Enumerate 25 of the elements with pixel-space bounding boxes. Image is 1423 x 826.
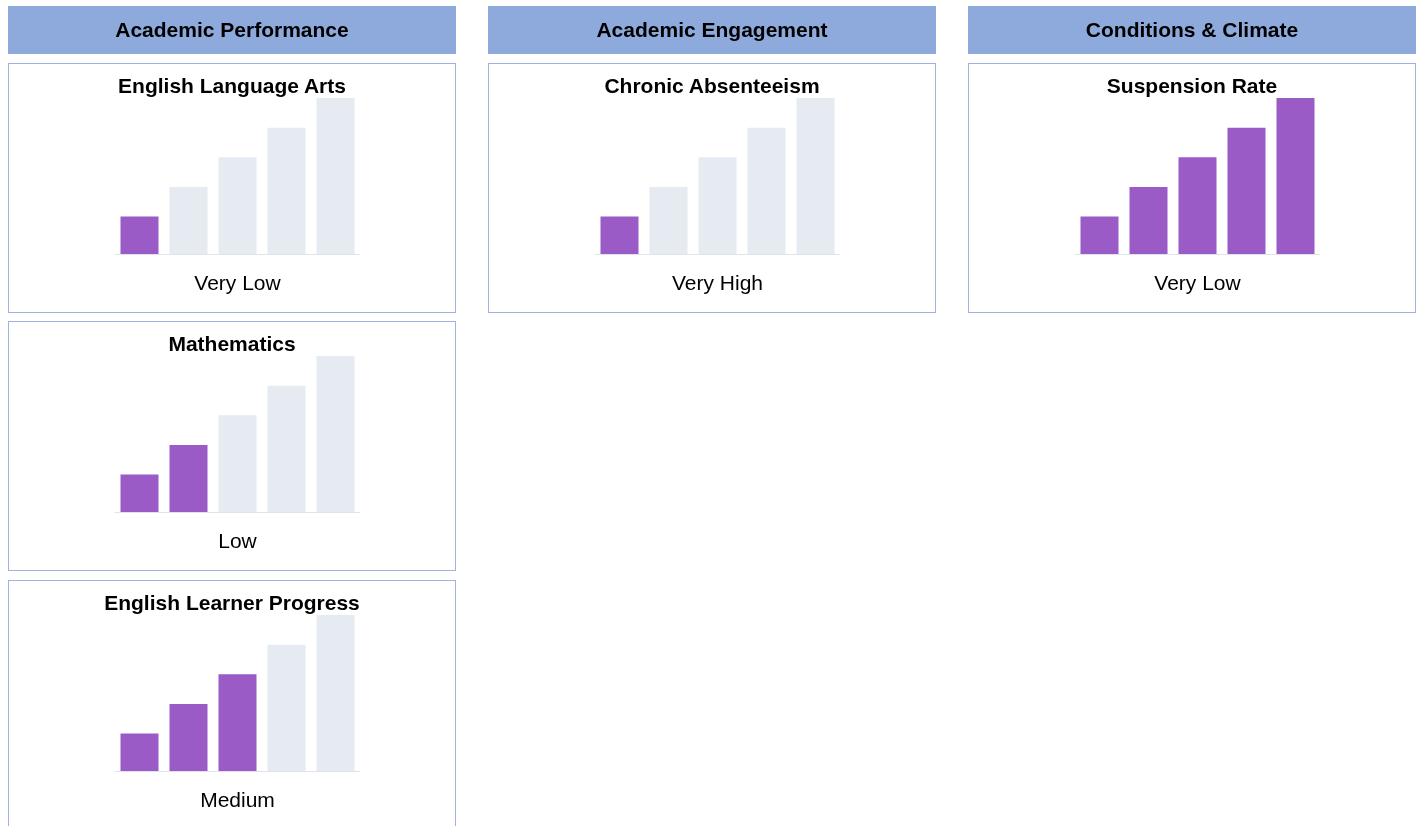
bar: [1227, 127, 1266, 254]
bar: [1129, 186, 1168, 254]
chart-title: English Language Arts: [118, 74, 346, 97]
chart-title: Chronic Absenteeism: [604, 74, 820, 97]
chart-title: Suspension Rate: [1106, 74, 1278, 97]
x-axis-title: Very Low: [194, 271, 282, 294]
chart-title: Mathematics: [168, 332, 296, 355]
bar: [218, 674, 257, 771]
chart-title: English Learner Progress: [104, 591, 360, 614]
x-axis-title: Very High: [671, 271, 764, 294]
text: Academic Performance: [8, 6, 456, 54]
bar: [120, 216, 159, 254]
x-axis-title: Low: [218, 529, 258, 552]
bar: [169, 444, 208, 512]
text: Conditions & Climate: [968, 6, 1416, 54]
x-axis-title: Medium: [200, 788, 275, 811]
bar: [120, 474, 159, 512]
bar: [120, 733, 159, 771]
text: Academic Engagement: [488, 6, 936, 54]
bar: [169, 703, 208, 771]
bar: [1080, 216, 1119, 254]
x-axis-title: Very Low: [1154, 271, 1242, 294]
bar: [1276, 98, 1315, 254]
bar: [600, 216, 639, 254]
bar: [1178, 157, 1217, 254]
